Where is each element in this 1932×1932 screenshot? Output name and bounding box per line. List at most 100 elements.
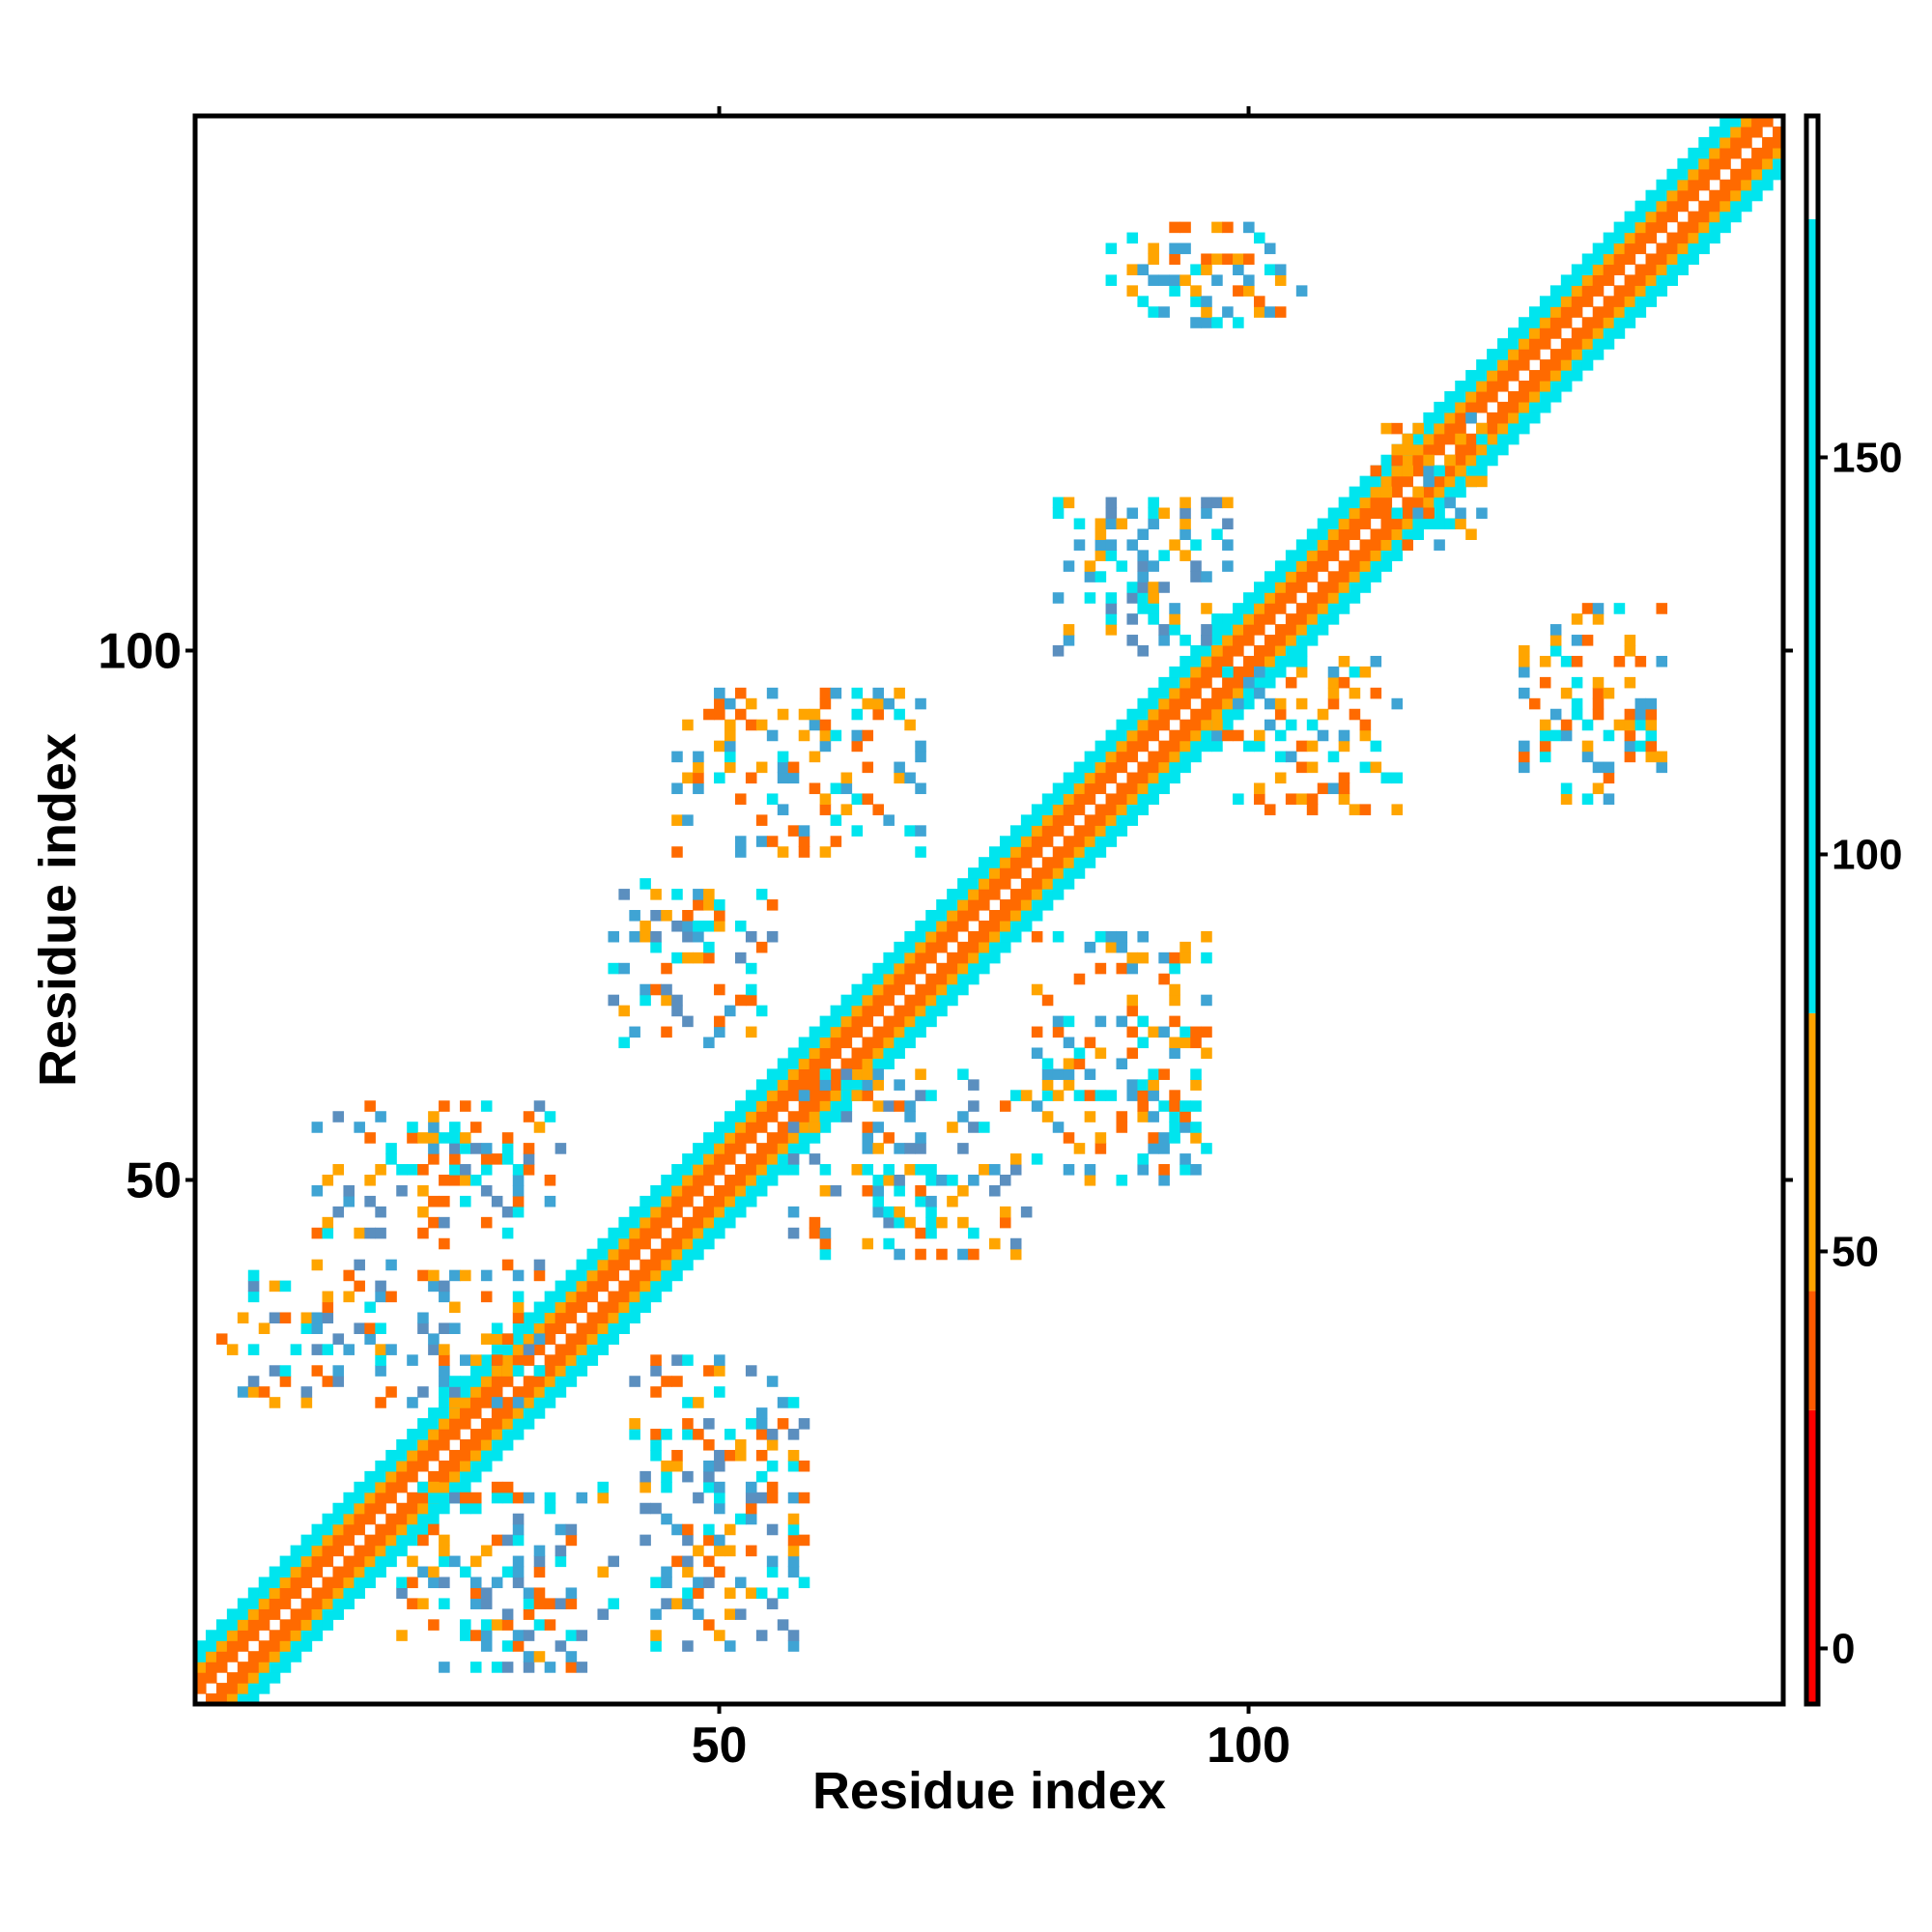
- heatmap-cell: [1211, 624, 1223, 636]
- heatmap-cell: [1762, 179, 1774, 191]
- heatmap-cell: [1295, 793, 1308, 805]
- heatmap-cell: [469, 1407, 482, 1419]
- heatmap-cell: [1105, 793, 1118, 805]
- heatmap-cell: [1508, 370, 1520, 382]
- heatmap-cell: [460, 1195, 471, 1208]
- heatmap-cell: [693, 761, 704, 774]
- heatmap-cell: [1137, 592, 1149, 604]
- heatmap-cell: [480, 1386, 493, 1398]
- heatmap-cell: [1169, 613, 1180, 625]
- heatmap-cell: [407, 1492, 418, 1504]
- heatmap-cell: [1412, 454, 1424, 467]
- heatmap-cell: [439, 1481, 450, 1493]
- heatmap-cell: [872, 1100, 884, 1112]
- heatmap-cell: [343, 1195, 355, 1208]
- heatmap-cell: [1211, 708, 1223, 721]
- heatmap-cell: [1528, 306, 1541, 318]
- heatmap-cell: [1041, 1111, 1054, 1122]
- heatmap-cell: [322, 1545, 334, 1557]
- heatmap-cell: [819, 1037, 832, 1049]
- heatmap-cell: [491, 1344, 503, 1355]
- heatmap-cell: [1116, 962, 1128, 975]
- heatmap-cell: [576, 1301, 588, 1314]
- heatmap-cell: [766, 899, 779, 911]
- heatmap-cell: [491, 1534, 503, 1547]
- heatmap-cell: [375, 1481, 386, 1493]
- heatmap-cell: [501, 1407, 514, 1419]
- heatmap-cell: [1063, 1058, 1075, 1069]
- heatmap-cell: [862, 1005, 874, 1017]
- heatmap-cell: [1476, 422, 1488, 435]
- heatmap-cell: [862, 983, 874, 996]
- heatmap-cell: [1560, 274, 1573, 286]
- heatmap-cell: [258, 1683, 270, 1694]
- heatmap-cell: [480, 1429, 493, 1440]
- heatmap-cell: [819, 719, 832, 731]
- heatmap-cell: [979, 899, 990, 911]
- heatmap-cell: [1137, 793, 1149, 805]
- heatmap-cell: [714, 1492, 725, 1504]
- heatmap-cell: [269, 1640, 281, 1652]
- heatmap-cell: [1751, 157, 1763, 170]
- heatmap-cell: [385, 1513, 397, 1525]
- heatmap-cell: [1211, 635, 1223, 646]
- heatmap-cell: [226, 1683, 239, 1694]
- heatmap-cell: [1349, 708, 1361, 721]
- heatmap-cell: [565, 1301, 578, 1314]
- heatmap-cell: [439, 1534, 450, 1547]
- heatmap-cell: [1497, 349, 1509, 360]
- heatmap-cell: [1169, 624, 1180, 636]
- heatmap-cell: [1020, 814, 1033, 826]
- heatmap-cell: [1233, 624, 1244, 636]
- heatmap-cell: [682, 1216, 694, 1229]
- heatmap-cell: [851, 687, 864, 699]
- heatmap-cell: [1201, 317, 1212, 328]
- heatmap-cell: [650, 1439, 662, 1451]
- heatmap-cell: [1264, 635, 1276, 646]
- heatmap-cell: [1285, 571, 1297, 582]
- heatmap-cell: [915, 740, 926, 753]
- heatmap-cell: [851, 1058, 864, 1069]
- heatmap-cell: [809, 1100, 821, 1112]
- heatmap-cell: [1137, 582, 1149, 593]
- heatmap-cell: [1126, 539, 1139, 551]
- heatmap-cell: [1423, 454, 1435, 467]
- heatmap-cell: [1455, 401, 1466, 413]
- heatmap-cell: [1465, 443, 1477, 456]
- heatmap-cell: [693, 899, 704, 911]
- heatmap-cell: [1211, 274, 1223, 286]
- heatmap-cell: [703, 1439, 715, 1451]
- heatmap-cell: [1317, 603, 1329, 614]
- heatmap-cell: [809, 1026, 821, 1038]
- heatmap-cell: [1634, 285, 1647, 297]
- heatmap-cell: [1391, 550, 1404, 561]
- heatmap-cell: [1126, 729, 1139, 742]
- heatmap-cell: [915, 782, 926, 795]
- heatmap-cells: [195, 116, 1784, 1705]
- heatmap-cell: [1434, 497, 1445, 509]
- heatmap-cell: [1519, 666, 1530, 678]
- heatmap-cell: [1519, 359, 1530, 371]
- heatmap-cell: [883, 1175, 895, 1186]
- heatmap-cell: [1264, 571, 1276, 582]
- heatmap-cell: [1549, 635, 1562, 646]
- heatmap-cell: [1592, 274, 1605, 286]
- heatmap-cell: [999, 930, 1011, 943]
- heatmap-cell: [1190, 729, 1202, 742]
- heatmap-cell: [925, 1175, 937, 1186]
- heatmap-cell: [798, 729, 810, 742]
- heatmap-cell: [925, 1216, 937, 1229]
- heatmap-cell: [1455, 390, 1466, 403]
- heatmap-cell: [311, 1598, 324, 1609]
- heatmap-cell: [734, 994, 747, 1007]
- heatmap-cell: [1349, 582, 1361, 593]
- heatmap-cell: [777, 1090, 789, 1101]
- heatmap-cell: [512, 1312, 525, 1324]
- heatmap-cell: [1539, 390, 1551, 403]
- heatmap-cell: [693, 751, 704, 763]
- heatmap-cell: [1211, 528, 1223, 540]
- heatmap-cell: [639, 920, 651, 932]
- heatmap-cell: [439, 1291, 450, 1303]
- heatmap-cell: [766, 1429, 779, 1440]
- heatmap-cell: [279, 1577, 292, 1589]
